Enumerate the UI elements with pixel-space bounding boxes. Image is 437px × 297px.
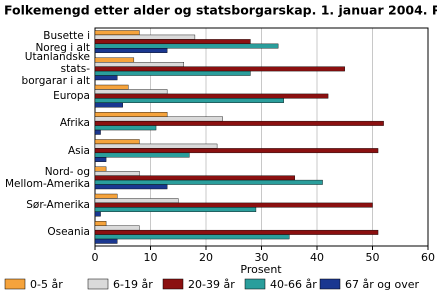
bar: [94, 152, 190, 158]
bar: [94, 229, 379, 235]
bar: [94, 120, 384, 126]
x-tick-label: 10: [144, 251, 158, 264]
bar: [94, 75, 118, 81]
legend-swatch: [319, 278, 341, 290]
legend-swatch: [162, 278, 184, 290]
y-tick-label: Busette i Noreg i alt: [35, 29, 90, 54]
y-tick-label: Europa: [53, 90, 90, 103]
legend-label: 0-5 år: [30, 278, 63, 291]
bar: [94, 34, 196, 40]
bar: [94, 39, 251, 45]
y-tick-label: Sør-Amerika: [26, 199, 90, 212]
bar: [94, 70, 251, 76]
x-axis-label: Prosent: [240, 263, 282, 276]
x-tick-label: 20: [199, 251, 213, 264]
bar: [94, 98, 284, 103]
legend-label: 67 år og over: [345, 278, 419, 291]
bar: [94, 84, 129, 90]
legend-swatch: [244, 278, 266, 290]
legend-swatch: [87, 278, 109, 290]
x-tick-label: 30: [255, 251, 269, 264]
bar: [94, 116, 223, 122]
x-tick-label: 0: [92, 251, 99, 264]
x-tick-label: 40: [310, 251, 324, 264]
bar: [94, 66, 345, 72]
bar: [94, 43, 279, 49]
bar: [94, 211, 101, 217]
bar: [94, 89, 168, 95]
bar: [94, 129, 101, 135]
y-tick-label: Afrika: [59, 117, 90, 130]
bar: [94, 221, 107, 226]
bar: [94, 202, 373, 208]
bar: [94, 157, 107, 162]
bar: [94, 184, 168, 190]
bar: [94, 143, 218, 149]
bar: [94, 57, 135, 63]
legend-label: 20-39 år: [188, 278, 235, 291]
bar: [94, 234, 290, 240]
bar: [94, 238, 118, 244]
bar: [94, 175, 296, 181]
y-tick-label: Asia: [67, 144, 90, 157]
legend-swatch: [4, 278, 26, 290]
bar: [94, 170, 140, 176]
bar: [94, 48, 168, 53]
bar: [94, 193, 118, 199]
y-tick-label: Oseania: [47, 226, 90, 239]
bar: [94, 207, 257, 213]
bar: [94, 198, 179, 204]
plot-frame: [94, 27, 429, 247]
bar: [94, 93, 329, 99]
bar: [94, 125, 157, 131]
bar: [94, 62, 185, 67]
bar: [94, 179, 323, 185]
bar: [94, 139, 140, 145]
bar: [94, 30, 140, 36]
x-tick-label: 60: [421, 251, 435, 264]
legend-label: 40-66 år: [270, 278, 317, 291]
bar: [94, 112, 168, 117]
bar: [94, 148, 379, 154]
x-tick-label: 50: [366, 251, 380, 264]
bar: [94, 225, 140, 231]
y-tick-label: Nord- og Mellom-Amerika: [5, 165, 90, 190]
legend-label: 6-19 år: [113, 278, 153, 291]
bar: [94, 102, 123, 108]
chart-title: Folkemengd etter alder og statsborgarska…: [4, 3, 437, 18]
y-tick-label: Utanlandske stats- borgarar i alt: [21, 50, 90, 87]
bar: [94, 166, 107, 172]
